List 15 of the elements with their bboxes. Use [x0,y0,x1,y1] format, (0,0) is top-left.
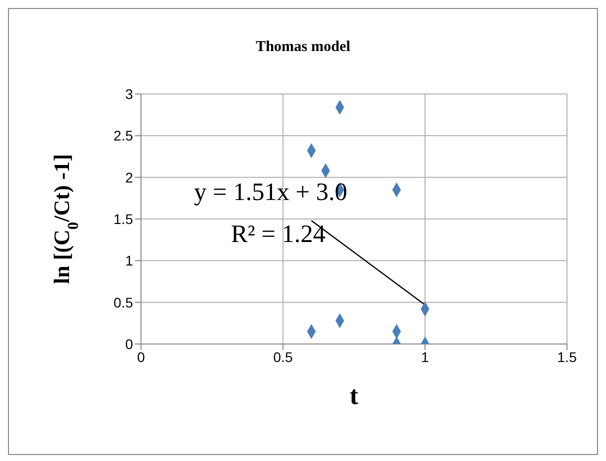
x-axis-title: t [350,381,359,410]
x-tick-label: 0 [137,348,146,365]
annotation: y = 1.51x + 3.0 [194,179,348,207]
x-tick-label: 1.5 [557,348,577,365]
chart-title: Thomas model [254,39,352,56]
x-tick-label: 0.5 [273,348,293,365]
y-tick-label: 2.5 [114,128,134,144]
x-tick-label: 1 [421,348,430,365]
annotation: R² = 1.24 [231,221,326,249]
y-tick-label: 2 [125,169,134,186]
y-tick-label: 1.5 [114,210,134,227]
y-tick-label: 1 [125,252,134,269]
y-tick-label: 0.5 [114,294,134,310]
y-tick-label: 3 [125,86,134,102]
y-tick-label: 0 [125,336,134,352]
